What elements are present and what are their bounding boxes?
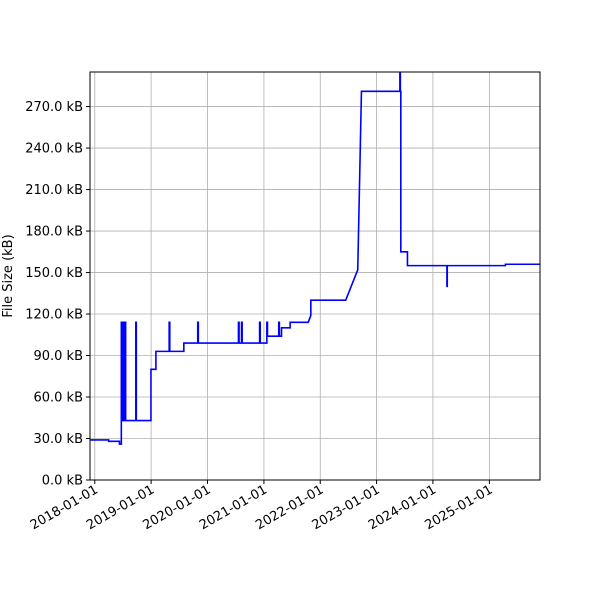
y-axis: 0.0 kB 30.0 kB 60.0 kB 90.0 kB 120.0 kB 150.0… xyxy=(25,100,90,489)
y-tick-label: 60.0 kB xyxy=(33,391,83,406)
series-group xyxy=(90,72,540,445)
y-tick-label: 30.0 kB xyxy=(33,432,83,447)
file-size-line xyxy=(90,72,540,445)
x-axis: 2018-01-012019-01-012020-01-012021-01-01… xyxy=(28,480,495,533)
y-tick-label: 210.0 kB xyxy=(25,183,83,198)
y-tick-label: 180.0 kB xyxy=(25,225,83,240)
plot-background xyxy=(90,72,540,480)
y-tick-label: 240.0 kB xyxy=(25,142,83,157)
y-tick-label: 120.0 kB xyxy=(25,308,83,323)
y-tick-label: 150.0 kB xyxy=(25,266,83,281)
y-axis-label: File Size (kB) xyxy=(1,234,16,317)
y-tick-label: 90.0 kB xyxy=(33,349,83,364)
y-tick-label: 0.0 kB xyxy=(42,474,83,489)
plot-frame xyxy=(89,71,541,481)
gridlines xyxy=(90,72,540,481)
y-tick-label: 270.0 kB xyxy=(25,100,83,115)
